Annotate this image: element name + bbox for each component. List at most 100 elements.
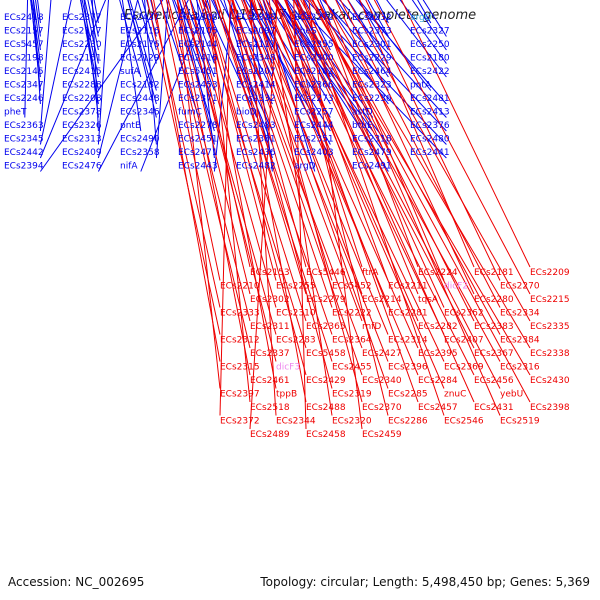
gene-leader-line — [204, 0, 307, 322]
gene-label: ECs2214 — [362, 295, 402, 305]
gene-label: ECs2338 — [530, 349, 570, 359]
gene-leader-line — [231, 0, 307, 403]
gene-label: ECs2366 — [294, 81, 334, 91]
gene-label: ECs2448 — [120, 94, 160, 104]
gene-label: argO — [410, 13, 432, 23]
gene-label: ECs2250 — [410, 40, 450, 50]
gene-leader-line — [176, 0, 251, 376]
gene-label: ECs2372 — [220, 417, 260, 427]
gene-label: ECs2097 — [236, 27, 276, 37]
reverse-label-lines — [146, 0, 531, 430]
gene-label: ECs2441 — [410, 148, 450, 158]
gene-label: ECs2480 — [410, 135, 450, 145]
gene-leader-line — [262, 0, 316, 172]
gene-label: pheS — [294, 27, 317, 37]
gene-label: ECs2144 — [178, 40, 218, 50]
gene-leader-line — [173, 0, 215, 105]
gene-label: ECs2398 — [530, 403, 570, 413]
gene-leader-line — [32, 0, 41, 105]
gene-leader-line — [347, 0, 531, 322]
gene-label: ECs2384 — [500, 336, 540, 346]
gene-leader-line — [284, 0, 389, 281]
gene-leader-line — [202, 0, 277, 281]
gene-label: ECs2180 — [410, 54, 450, 64]
gene-label: astD — [352, 108, 373, 118]
gene-label: ECs2346 — [120, 108, 160, 118]
gene-leader-line — [243, 0, 333, 281]
gene-leader-line — [317, 0, 419, 268]
gene-label: ECs2229 — [352, 54, 392, 64]
gene-label: ECs2451 — [178, 135, 218, 145]
gene-leader-line — [165, 0, 251, 349]
gene-label: argD — [294, 162, 316, 172]
gene-label: ECs2409 — [62, 148, 102, 158]
gene-label: ECs2116 — [120, 27, 160, 37]
gene-leader-line — [365, 0, 501, 281]
gene-label: ECs2422 — [410, 67, 450, 77]
gene-label: ECs2210 — [220, 282, 260, 292]
gene-leader-line — [189, 0, 251, 268]
gene-leader-line — [243, 0, 389, 362]
gene-leader-line — [250, 0, 273, 172]
gene-leader-line — [373, 0, 531, 295]
gene-label: ECs2162 — [294, 67, 334, 77]
gene-label: ECs2437 — [120, 13, 160, 23]
gene-leader-line — [160, 0, 221, 281]
gene-label: ECs2318 — [352, 135, 392, 145]
gene-label: ECs2444 — [294, 121, 334, 131]
gene-label: ECs2395 — [418, 349, 458, 359]
gene-label: ECs2286 — [388, 417, 428, 427]
gene-leader-line — [305, 0, 447, 145]
gene-label: ECs2198 — [4, 54, 44, 64]
gene-leader-line — [262, 0, 419, 349]
gene-label: ECs2436 — [236, 148, 276, 158]
gene-label: ECs2519 — [500, 417, 540, 427]
gene-label: ECs2418 — [4, 13, 44, 23]
gene-leader-line — [97, 0, 189, 172]
gene-label: ECs2371 — [178, 94, 218, 104]
gene-leader-line — [339, 0, 447, 118]
gene-leader-line — [302, 0, 445, 308]
gene-label: ECs2105 — [178, 27, 218, 37]
accession-label: Accession: NC_002695 — [8, 575, 145, 589]
gene-label: ECs2176 — [120, 40, 160, 50]
gene-label: ECs2481 — [410, 94, 450, 104]
gene-label: ECs2315 — [220, 363, 260, 373]
gene-label: ECs2443 — [178, 162, 218, 172]
gene-label: ECs2222 — [332, 309, 372, 319]
gene-label: ECs2326 — [62, 121, 102, 131]
gene-leader-line — [274, 0, 445, 389]
gene-leader-line — [196, 0, 215, 159]
gene-leader-line — [119, 0, 142, 78]
gene-label: ECs2332 — [236, 94, 276, 104]
gene-leader-line — [202, 0, 258, 118]
gene-label: ECs2381 — [236, 135, 276, 145]
gene-leader-line — [323, 0, 531, 349]
gene-leader-line — [80, 0, 99, 105]
gene-label: ECs2489 — [250, 430, 290, 440]
gene-leader-line — [249, 0, 278, 430]
gene-leader-line — [311, 0, 531, 403]
gene-label: ECs2311 — [250, 322, 290, 332]
gene-label: ECs2157 — [4, 27, 44, 37]
gene-label: dicF2 — [444, 282, 468, 292]
gene-label: ECs2394 — [4, 162, 44, 172]
gene-leader-line — [39, 0, 72, 145]
gene-label: ECs2334 — [500, 309, 540, 319]
gene-leader-line — [97, 0, 109, 145]
gene-label: ECs2345 — [4, 135, 44, 145]
gene-leader-line — [245, 0, 331, 145]
gene-label: ECs2181 — [474, 268, 514, 278]
gene-label: ECs2459 — [362, 430, 402, 440]
gene-leader-line — [300, 0, 501, 362]
gene-label: ECs2145 — [4, 67, 44, 77]
gene-leader-line — [359, 0, 475, 268]
gene-leader-line — [150, 0, 221, 308]
gene-leader-line — [268, 0, 333, 416]
gene-label: ECs2358 — [120, 148, 160, 158]
gene-label: bioD — [236, 108, 257, 118]
gene-label: ECs2333 — [220, 309, 260, 319]
gene-leader-line — [39, 0, 164, 172]
gene-label: ECs2490 — [120, 135, 160, 145]
gene-leader-line — [211, 0, 273, 132]
